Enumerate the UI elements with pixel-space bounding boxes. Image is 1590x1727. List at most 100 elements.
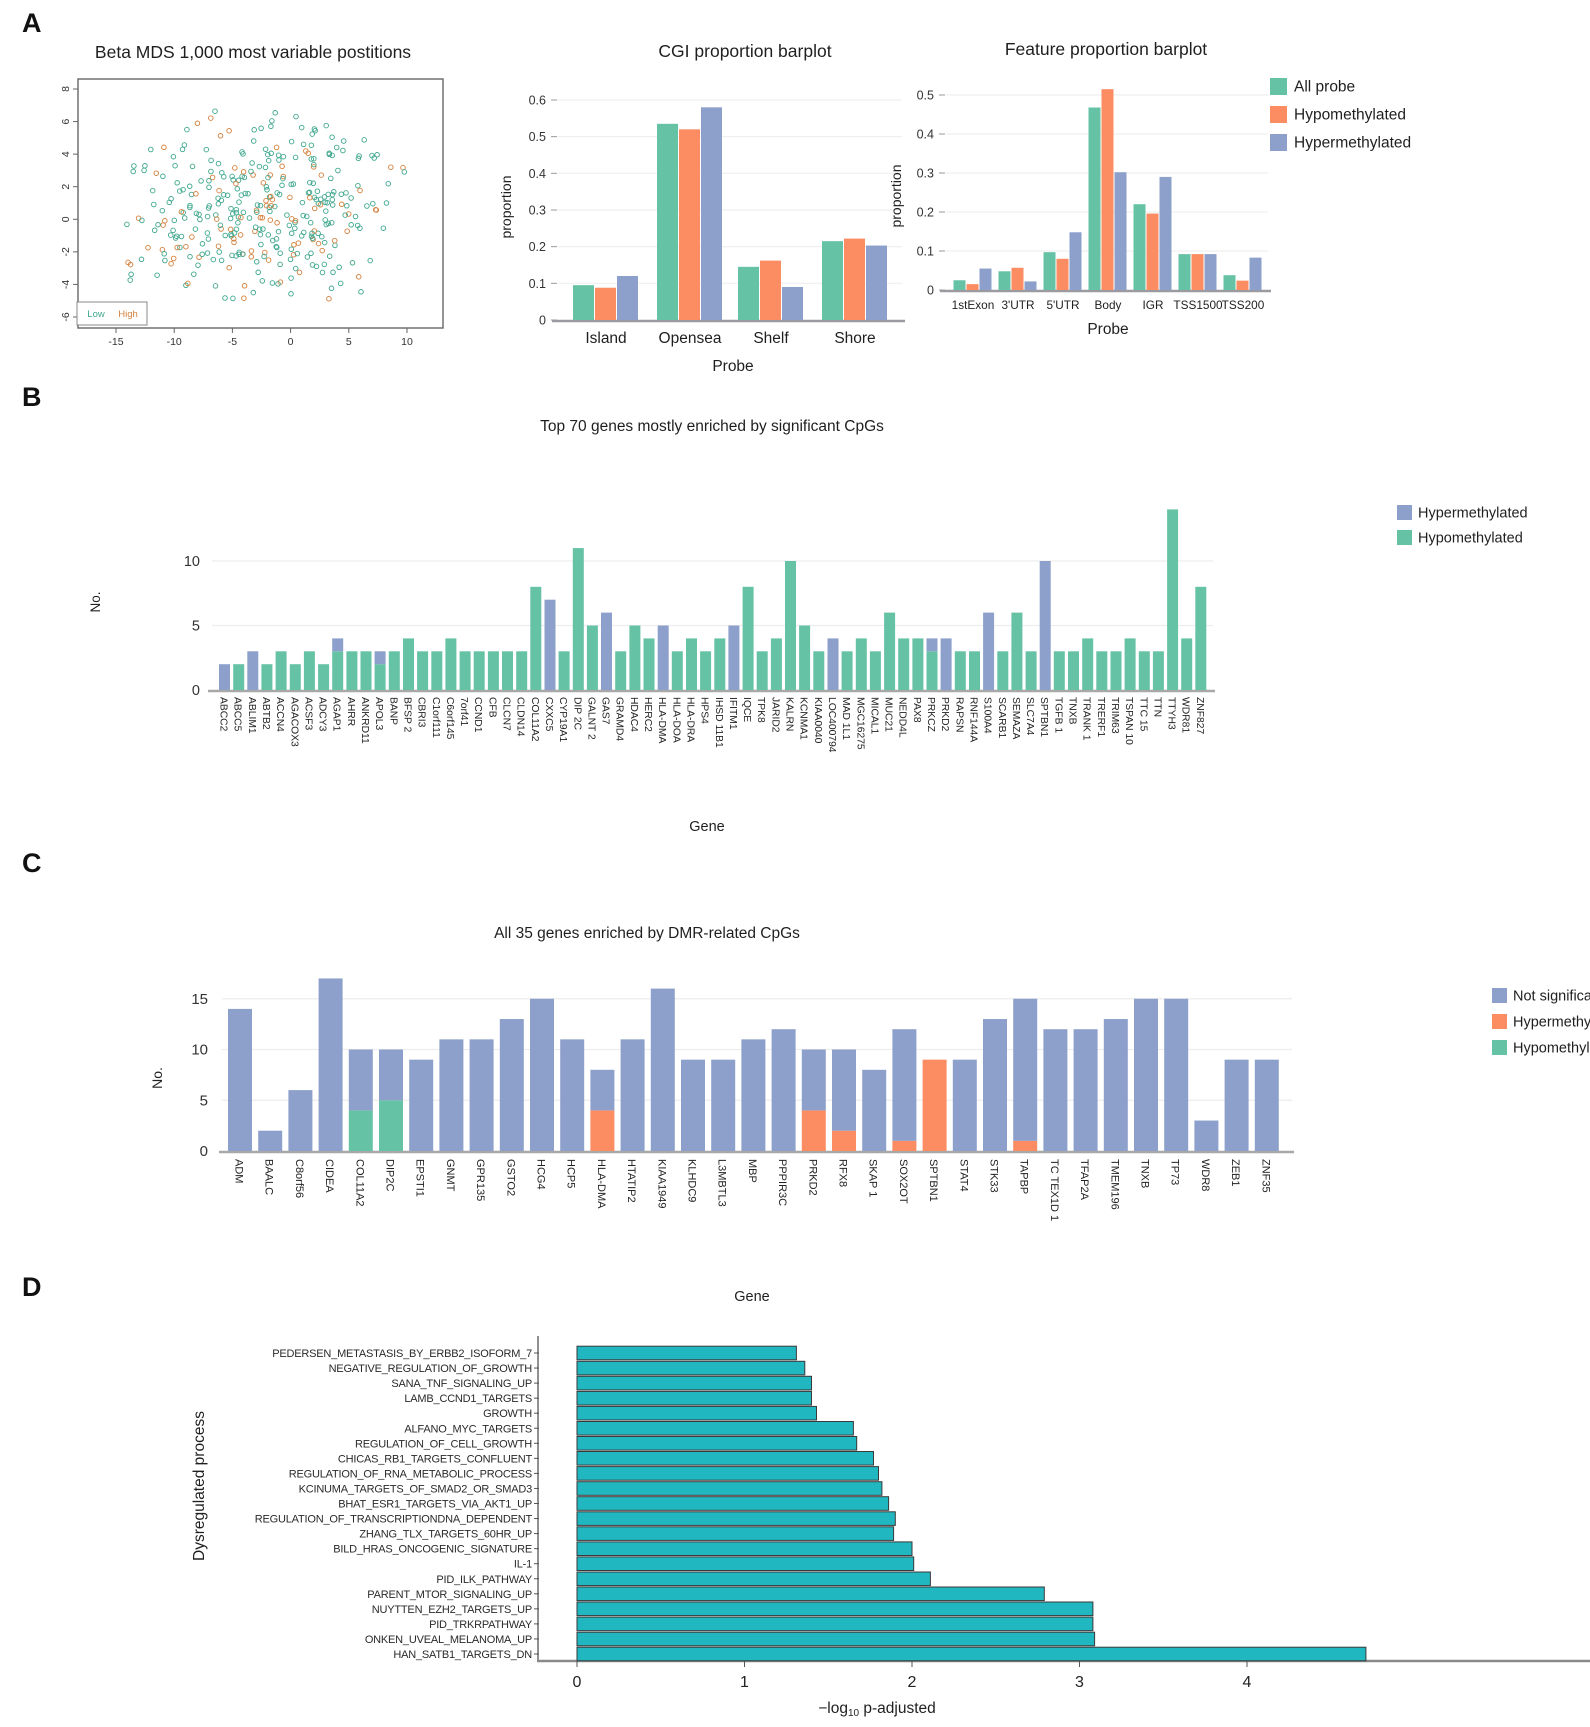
mds-point-low (241, 174, 248, 181)
mds-point-low (292, 225, 298, 232)
top-genes-x-label: AGAP1 (331, 697, 342, 732)
cgi-category-label: Opensea (659, 330, 722, 347)
mds-point-high (231, 236, 237, 242)
top-genes-x-label: TTN (1151, 697, 1162, 717)
top-genes-x-label: CCND1 (472, 697, 483, 733)
mds-point-low (230, 295, 236, 302)
top-genes-x-label: PRKD2 (939, 697, 950, 732)
top-genes-x-label: JARID2 (769, 697, 780, 733)
mds-point-low (197, 216, 203, 223)
feature-y-tick-label: 0.4 (917, 128, 934, 142)
processes-row-label: LAMB_CCND1_TARGETS (404, 1393, 532, 1405)
mds-point-high (233, 180, 239, 187)
mds-point-low (212, 283, 219, 289)
cgi-bar-Opensea-hypermethylated (701, 107, 722, 321)
mds-point-low (250, 289, 257, 296)
dmr-genes-bar-notsig-SKAP 1 (862, 1069, 887, 1151)
processes-x-tick-label: 0 (573, 1674, 582, 1691)
mds-point-low (264, 187, 270, 193)
mds-point-high (218, 226, 224, 232)
mds-point-high (345, 211, 352, 217)
mds-point-low (184, 126, 190, 133)
feature-title: Feature proportion barplot (1005, 39, 1207, 59)
top-genes-bar-hypo-CLDN14 (516, 651, 528, 690)
mds-point-low (288, 138, 295, 145)
mds-point-low (338, 191, 345, 197)
top-genes-bar-hyper-LOC400794 (827, 638, 839, 690)
top-genes-bar-hypo-HERC2 (643, 638, 655, 690)
dmr-genes-legend-label: Not significant (1513, 989, 1590, 1005)
mds-point-low (255, 269, 261, 276)
mds-scatter-plot: Beta MDS 1,000 most variable postitions -… (60, 42, 444, 348)
top-genes-x-label: BFSP 2 (401, 697, 412, 733)
mds-point-low (322, 217, 328, 223)
mds-point-low (204, 250, 211, 256)
processes-row-label: BHAT_ESR1_TARGETS_VIA_AKT1_UP (338, 1499, 532, 1511)
cgi-y-tick-label: 0 (539, 314, 546, 328)
mds-point-low (259, 278, 266, 284)
feature-y-tick-label: 0.1 (917, 245, 934, 259)
mds-point-low (288, 246, 295, 252)
dmr-genes-bar-notsig-MBP (741, 1039, 766, 1151)
dmr-genes-y-tick-label: 5 (200, 1092, 208, 1109)
mds-point-low (254, 202, 261, 208)
mds-point-low (336, 264, 342, 271)
mds-point-low (192, 226, 199, 232)
processes-bar-REGULATION_OF_TRANSCRIPTIONDNA_DEPENDENT (576, 1511, 896, 1526)
cgi-bar-Shore-all-probe (822, 241, 843, 320)
mds-point-low (252, 224, 259, 230)
mds-point-high (160, 222, 166, 228)
mds-point-low (167, 232, 174, 238)
mds-point-low (370, 200, 376, 207)
mds-scatter-points (124, 108, 408, 302)
feature-bar-TSS200-hypomethylated (1236, 280, 1249, 290)
mds-point-low (300, 141, 307, 148)
processes-row-label: SANA_TNF_SIGNALING_UP (391, 1378, 532, 1390)
mds-point-low (258, 241, 264, 248)
mds-point-low (344, 203, 350, 209)
mds-point-low (149, 187, 156, 194)
dmr-genes-bar-notsig-GPR135 (469, 1039, 494, 1151)
top-genes-bar-hyper-AGAP1 (332, 638, 344, 652)
dmr-genes-bar-notsig-HCP5 (560, 1039, 585, 1151)
mds-point-low (356, 153, 362, 159)
mds-point-low (228, 205, 234, 212)
top-genes-x-label: CFB (486, 697, 497, 718)
top-genes-bar-hyper-APOL3 (374, 651, 386, 665)
mds-point-low (307, 219, 314, 226)
processes-bar-HAN_SATB1_TARGETS_DN (576, 1646, 1367, 1662)
mds-point-low (315, 200, 322, 207)
mds-point-high (355, 274, 362, 280)
mds-point-low (294, 250, 301, 257)
dmr-genes-x-label: SOX2OT (897, 1159, 909, 1204)
mds-point-low (329, 152, 335, 159)
dmr-genes-bar-notsig-C8orf56 (288, 1090, 313, 1151)
mds-point-low (308, 156, 315, 162)
mds-plot-box (77, 78, 444, 329)
mds-point-high (227, 226, 234, 233)
feature-legend-label: Hypermethylated (1294, 135, 1411, 152)
panel-b-label: B (22, 382, 42, 412)
top-genes-bar-hypo-ACCN4 (275, 651, 287, 690)
processes-bar-PARENT_MTOR_SIGNALING_UP (576, 1586, 1045, 1602)
mds-point-low (230, 177, 236, 183)
mds-point-low (325, 191, 331, 198)
mds-y-tick-label: 6 (60, 118, 72, 124)
top-genes-x-label: KIAA0040 (812, 697, 823, 744)
mds-point-low (204, 230, 211, 236)
top-genes-x-label: ACCN4 (274, 697, 285, 732)
mds-point-low (174, 180, 180, 186)
mds-point-low (219, 169, 225, 176)
dmr-genes-x-label: C8orf56 (293, 1159, 305, 1198)
mds-point-low (324, 200, 331, 206)
mds-point-low (172, 235, 179, 241)
top-genes-chart: Top 70 genes mostly enriched by signific… (88, 418, 1528, 835)
feature-y-tick-label: 0 (927, 284, 934, 298)
mds-point-low (335, 167, 341, 174)
mds-point-high (319, 247, 325, 254)
feature-legend-swatch-1 (1270, 106, 1287, 123)
mds-point-low (161, 251, 167, 257)
mds-point-low (127, 277, 133, 283)
dmr-genes-bar-notsig-COL11A2 (348, 1049, 373, 1111)
mds-point-low (332, 242, 338, 249)
